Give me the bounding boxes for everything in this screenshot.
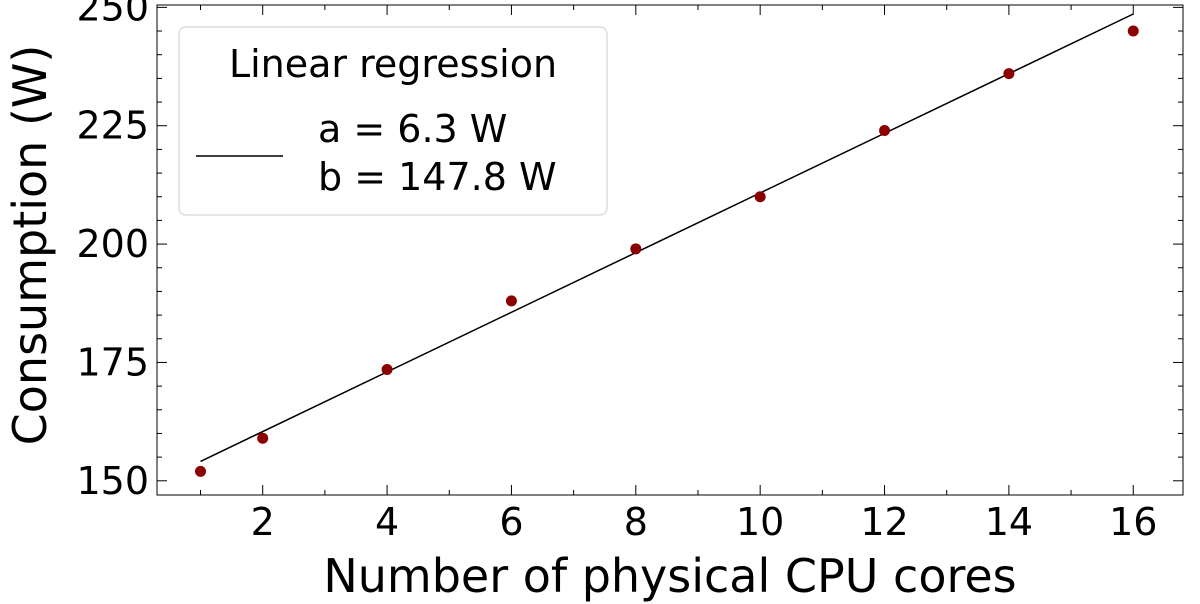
x-tick-label: 2 [251,500,275,544]
data-point [381,364,393,376]
data-point [879,124,891,136]
x-tick-label: 4 [375,500,399,544]
y-tick-label: 200 [76,222,149,266]
data-point [754,191,766,203]
data-point [630,243,642,255]
data-point [1003,68,1015,80]
x-axis-title: Number of physical CPU cores [323,549,1016,603]
y-axis-title: Consumption (W) [3,45,57,446]
data-point [505,295,517,307]
regression-line [200,13,1134,463]
y-tick-label: 175 [76,340,149,384]
legend-intercept-label: b = 147.8 W [318,155,557,199]
y-tick-label: 250 [76,0,149,29]
y-tick-label: 225 [76,104,149,148]
data-point [195,465,207,477]
x-tick-label: 14 [985,500,1033,544]
x-tick-label: 16 [1109,500,1157,544]
legend-frame [178,26,608,216]
y-tick-label: 150 [76,459,149,503]
data-point [257,432,269,444]
legend-slope-label: a = 6.3 W [318,107,507,151]
x-tick-label: 6 [499,500,523,544]
x-tick-label: 10 [736,500,784,544]
x-tick-label: 8 [624,500,648,544]
plot-frame [156,4,1184,496]
legend: Linear regression a = 6.3 W b = 147.8 W [178,26,608,216]
x-tick-label: 12 [860,500,908,544]
data-point [1127,25,1139,37]
legend-title: Linear regression [229,42,557,86]
